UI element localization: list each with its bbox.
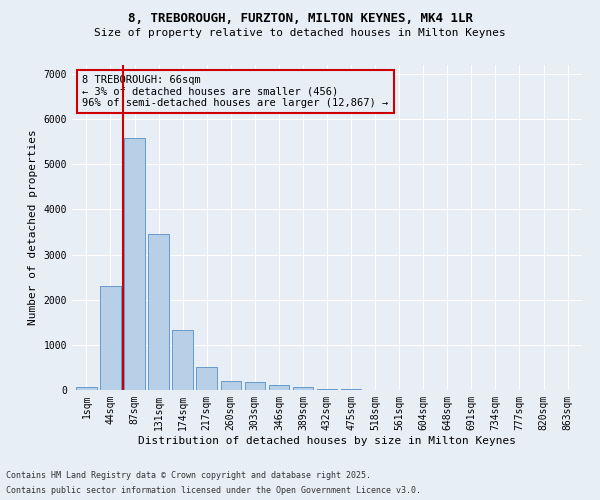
Text: Size of property relative to detached houses in Milton Keynes: Size of property relative to detached ho… [94,28,506,38]
Bar [269,386,289,390]
Text: 8, TREBOROUGH, FURZTON, MILTON KEYNES, MK4 1LR: 8, TREBOROUGH, FURZTON, MILTON KEYNES, M… [128,12,473,26]
Text: 8 TREBOROUGH: 66sqm
← 3% of detached houses are smaller (456)
96% of semi-detach: 8 TREBOROUGH: 66sqm ← 3% of detached hou… [82,74,388,108]
X-axis label: Distribution of detached houses by size in Milton Keynes: Distribution of detached houses by size … [138,436,516,446]
Bar [100,286,121,390]
Bar [196,366,217,390]
Bar [124,138,145,390]
Bar [245,382,265,390]
Text: Contains HM Land Registry data © Crown copyright and database right 2025.: Contains HM Land Registry data © Crown c… [6,471,371,480]
Bar [76,386,97,390]
Bar [148,234,169,390]
Bar [221,380,241,390]
Bar [172,330,193,390]
Text: Contains public sector information licensed under the Open Government Licence v3: Contains public sector information licen… [6,486,421,495]
Bar [317,388,337,390]
Y-axis label: Number of detached properties: Number of detached properties [28,130,38,326]
Bar [293,388,313,390]
